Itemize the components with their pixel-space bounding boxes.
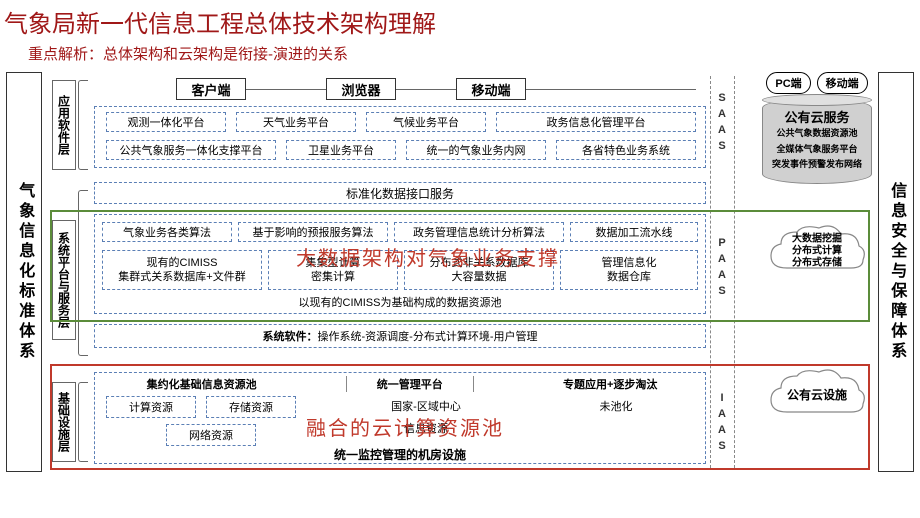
pill-pc: PC端 <box>766 72 810 94</box>
label-paas: PAAS <box>716 237 728 301</box>
connector <box>526 89 696 90</box>
text: 公有云设施 <box>772 388 862 402</box>
box-gov-platform: 政务信息化管理平台 <box>496 112 696 132</box>
infra-header-row: 集约化基础信息资源池 统一管理平台 专题应用+逐步淘汰 <box>102 376 702 392</box>
text: 公共气象数据资源池 <box>763 126 871 142</box>
box-climate-platform: 气候业务平台 <box>366 112 486 132</box>
box-compute: 集集型计算 密集计算 <box>268 250 398 290</box>
text: 统一管理平台 <box>346 376 474 392</box>
page-subtitle: 重点解析：总体架构和云架构是衔接-演进的关系 <box>0 39 920 68</box>
bracket-app <box>78 80 88 170</box>
layer-plat-label: 系统平台与服务层 <box>52 220 76 340</box>
text: 密集计算 <box>311 270 355 284</box>
text: 分布式计算 <box>772 246 862 258</box>
cylinder-public-service: 公有云服务 公共气象数据资源池 全媒体气象服务平台 突发事件预警发布网络 <box>762 98 872 184</box>
box-sys-software: 系统软件： 操作系统-资源调度-分布式计算环境-用户管理 <box>94 324 706 348</box>
text: 数据仓库 <box>607 270 651 284</box>
text: 集约化基础信息资源池 <box>147 376 257 392</box>
text: 分布式存储 <box>772 258 862 270</box>
label-saas: SAAS <box>716 92 728 156</box>
box-nosql: 分布式非关系数据库 大容量数据 <box>404 250 554 290</box>
box-unpooled: 未池化 <box>566 396 666 416</box>
connector <box>396 89 456 90</box>
text: 专题应用+逐步淘汰 <box>563 376 657 392</box>
connector <box>246 89 326 90</box>
box-network-res: 网络资源 <box>166 424 256 446</box>
box-province: 各省特色业务系统 <box>556 140 696 160</box>
left-system-bar: 气象信息化标准体系 <box>6 72 42 472</box>
box-algo1: 气象业务各类算法 <box>102 222 232 242</box>
box-algo2: 基于影响的预报服务算法 <box>238 222 388 242</box>
box-cimiss: 现有的CIMISS 集群式关系数据库+文件群 <box>102 250 262 290</box>
box-weather-platform: 天气业务平台 <box>236 112 356 132</box>
box-algo3: 政务管理信息统计分析算法 <box>394 222 564 242</box>
node-client: 客户端 <box>176 78 246 100</box>
box-national: 国家-区域中心 <box>366 396 486 416</box>
box-public-service: 公共气象服务一体化支撑平台 <box>106 140 276 160</box>
box-obs-platform: 观测一体化平台 <box>106 112 226 132</box>
box-intranet: 统一的气象业务内网 <box>406 140 546 160</box>
box-algo4: 数据加工流水线 <box>570 222 698 242</box>
text: 管理信息化 <box>602 256 657 270</box>
divider <box>734 76 735 468</box>
box-satellite: 卫星业务平台 <box>286 140 396 160</box>
box-compute-res: 计算资源 <box>106 396 196 418</box>
cloud-column: PC端 移动端 公有云服务 公共气象数据资源池 全媒体气象服务平台 突发事件预警… <box>762 72 872 472</box>
cloud-bigdata: 大数据挖掘 分布式计算 分布式存储 <box>767 224 867 278</box>
label: 系统软件： <box>263 328 318 344</box>
box-info-res: 信息资源 <box>366 418 486 438</box>
bracket-infra <box>78 382 88 462</box>
text: 现有的CIMISS <box>147 256 218 270</box>
divider <box>710 76 711 468</box>
text: 突发事件预警发布网络 <box>763 157 871 173</box>
box-dw: 管理信息化 数据仓库 <box>560 250 698 290</box>
architecture-diagram: 气象信息化标准体系 信息安全与保障体系 应用软件层 系统平台与服务层 基础设施层… <box>6 72 914 502</box>
value: 操作系统-资源调度-分布式计算环境-用户管理 <box>318 328 538 344</box>
node-browser: 浏览器 <box>326 78 396 100</box>
cloud-public-infra: 公有云设施 <box>767 368 867 422</box>
cimiss-note: 以现有的CIMISS为基础构成的数据资源池 <box>94 294 706 310</box>
text: 公有云服务 <box>763 99 871 126</box>
page-title: 气象局新一代信息工程总体技术架构理解 <box>0 0 920 39</box>
label-iaas: IAAS <box>716 392 728 456</box>
text: 集群式关系数据库+文件群 <box>118 270 245 284</box>
node-mobile: 移动端 <box>456 78 526 100</box>
layer-app-label: 应用软件层 <box>52 80 76 170</box>
text: 集集型计算 <box>306 256 361 270</box>
text: 大容量数据 <box>452 270 507 284</box>
box-storage-res: 存储资源 <box>206 396 296 418</box>
pill-mobile: 移动端 <box>817 72 868 94</box>
text: 全媒体气象服务平台 <box>763 142 871 158</box>
text: 分布式非关系数据库 <box>430 256 529 270</box>
right-system-bar: 信息安全与保障体系 <box>878 72 914 472</box>
box-api-service: 标准化数据接口服务 <box>94 182 706 204</box>
text: 大数据挖掘 <box>772 234 862 246</box>
layer-infra-label: 基础设施层 <box>52 382 76 462</box>
infra-footer: 统一监控管理的机房设施 <box>94 446 706 463</box>
bracket-plat <box>78 190 88 356</box>
